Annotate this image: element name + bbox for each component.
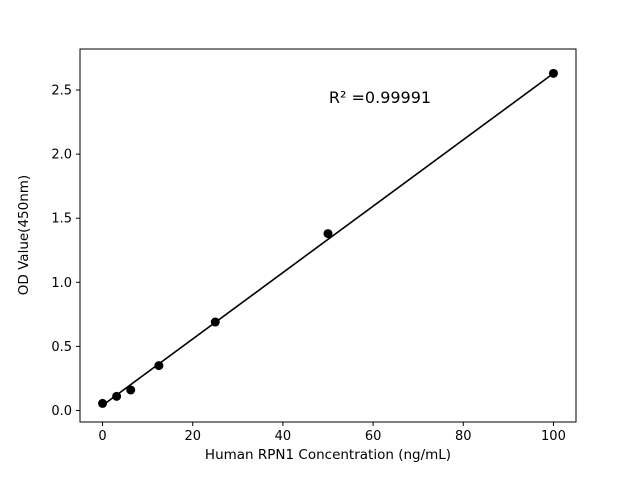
data-point — [126, 385, 136, 395]
data-point — [323, 229, 333, 239]
x-tick-label: 0 — [98, 429, 106, 444]
data-point — [112, 391, 122, 401]
x-tick-label: 100 — [541, 429, 566, 444]
y-tick-label: 2.0 — [51, 148, 72, 163]
data-point — [98, 398, 108, 408]
y-tick-label: 0.0 — [51, 404, 72, 419]
fit-line — [102, 72, 554, 406]
y-tick-label: 1.5 — [51, 212, 72, 227]
x-tick-label: 40 — [275, 429, 292, 444]
axes-spines — [79, 48, 577, 423]
y-tick-label: 0.5 — [51, 340, 72, 355]
r-squared-annotation: R² =0.99991 — [329, 88, 431, 107]
x-tick-label: 80 — [455, 429, 472, 444]
data-point — [210, 317, 220, 327]
y-tick-label: 1.0 — [51, 276, 72, 291]
y-tick-label: 2.5 — [51, 84, 72, 99]
x-tick-label: 20 — [184, 429, 201, 444]
x-axis-label: Human RPN1 Concentration (ng/mL) — [205, 447, 451, 463]
plot-area: 0 20 40 60 80 100 0.0 0.5 1.0 1.5 2.0 2.5 — [51, 48, 577, 444]
x-tick-label: 60 — [365, 429, 382, 444]
y-axis-label: OD Value(450nm) — [16, 175, 32, 295]
data-point — [548, 68, 558, 78]
data-point — [154, 361, 164, 371]
